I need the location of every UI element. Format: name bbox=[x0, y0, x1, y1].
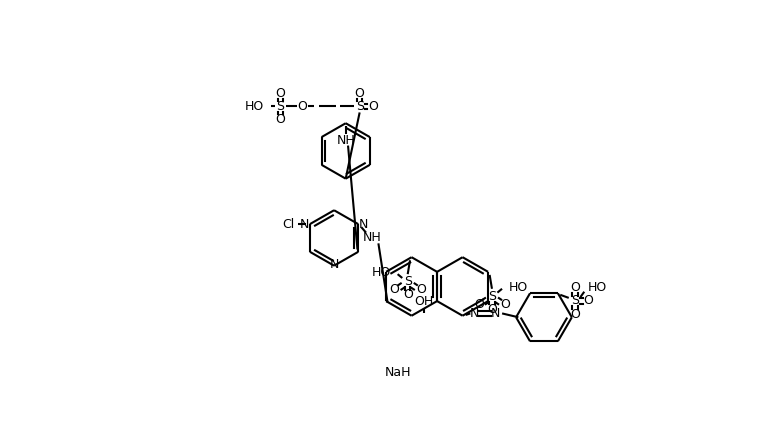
Text: HO: HO bbox=[509, 281, 528, 294]
Text: OH: OH bbox=[415, 295, 434, 308]
Text: S: S bbox=[488, 290, 496, 303]
Text: NH: NH bbox=[363, 231, 382, 245]
Text: NH: NH bbox=[336, 134, 355, 147]
Text: O: O bbox=[570, 281, 580, 295]
Text: HO: HO bbox=[372, 266, 391, 279]
Text: HO: HO bbox=[244, 100, 263, 113]
Text: N: N bbox=[300, 218, 309, 231]
Text: HO: HO bbox=[588, 281, 607, 295]
Text: O: O bbox=[275, 113, 285, 126]
Text: O: O bbox=[298, 100, 307, 113]
Text: N: N bbox=[359, 218, 369, 231]
Text: O: O bbox=[403, 288, 413, 301]
Text: O: O bbox=[416, 283, 426, 296]
Text: O: O bbox=[390, 283, 400, 296]
Text: S: S bbox=[571, 295, 579, 307]
Text: S: S bbox=[277, 100, 285, 113]
Text: N: N bbox=[469, 307, 479, 320]
Text: NaH: NaH bbox=[385, 366, 410, 379]
Text: Cl: Cl bbox=[282, 218, 295, 231]
Text: N: N bbox=[491, 307, 501, 320]
Text: O: O bbox=[570, 307, 580, 321]
Text: O: O bbox=[583, 295, 593, 307]
Text: O: O bbox=[275, 87, 285, 100]
Text: O: O bbox=[474, 298, 484, 311]
Text: S: S bbox=[404, 276, 412, 288]
Text: O: O bbox=[368, 100, 378, 113]
Text: O: O bbox=[501, 298, 510, 311]
Text: S: S bbox=[356, 100, 364, 113]
Text: N: N bbox=[330, 258, 340, 272]
Text: O: O bbox=[487, 303, 497, 316]
Text: O: O bbox=[355, 87, 365, 100]
